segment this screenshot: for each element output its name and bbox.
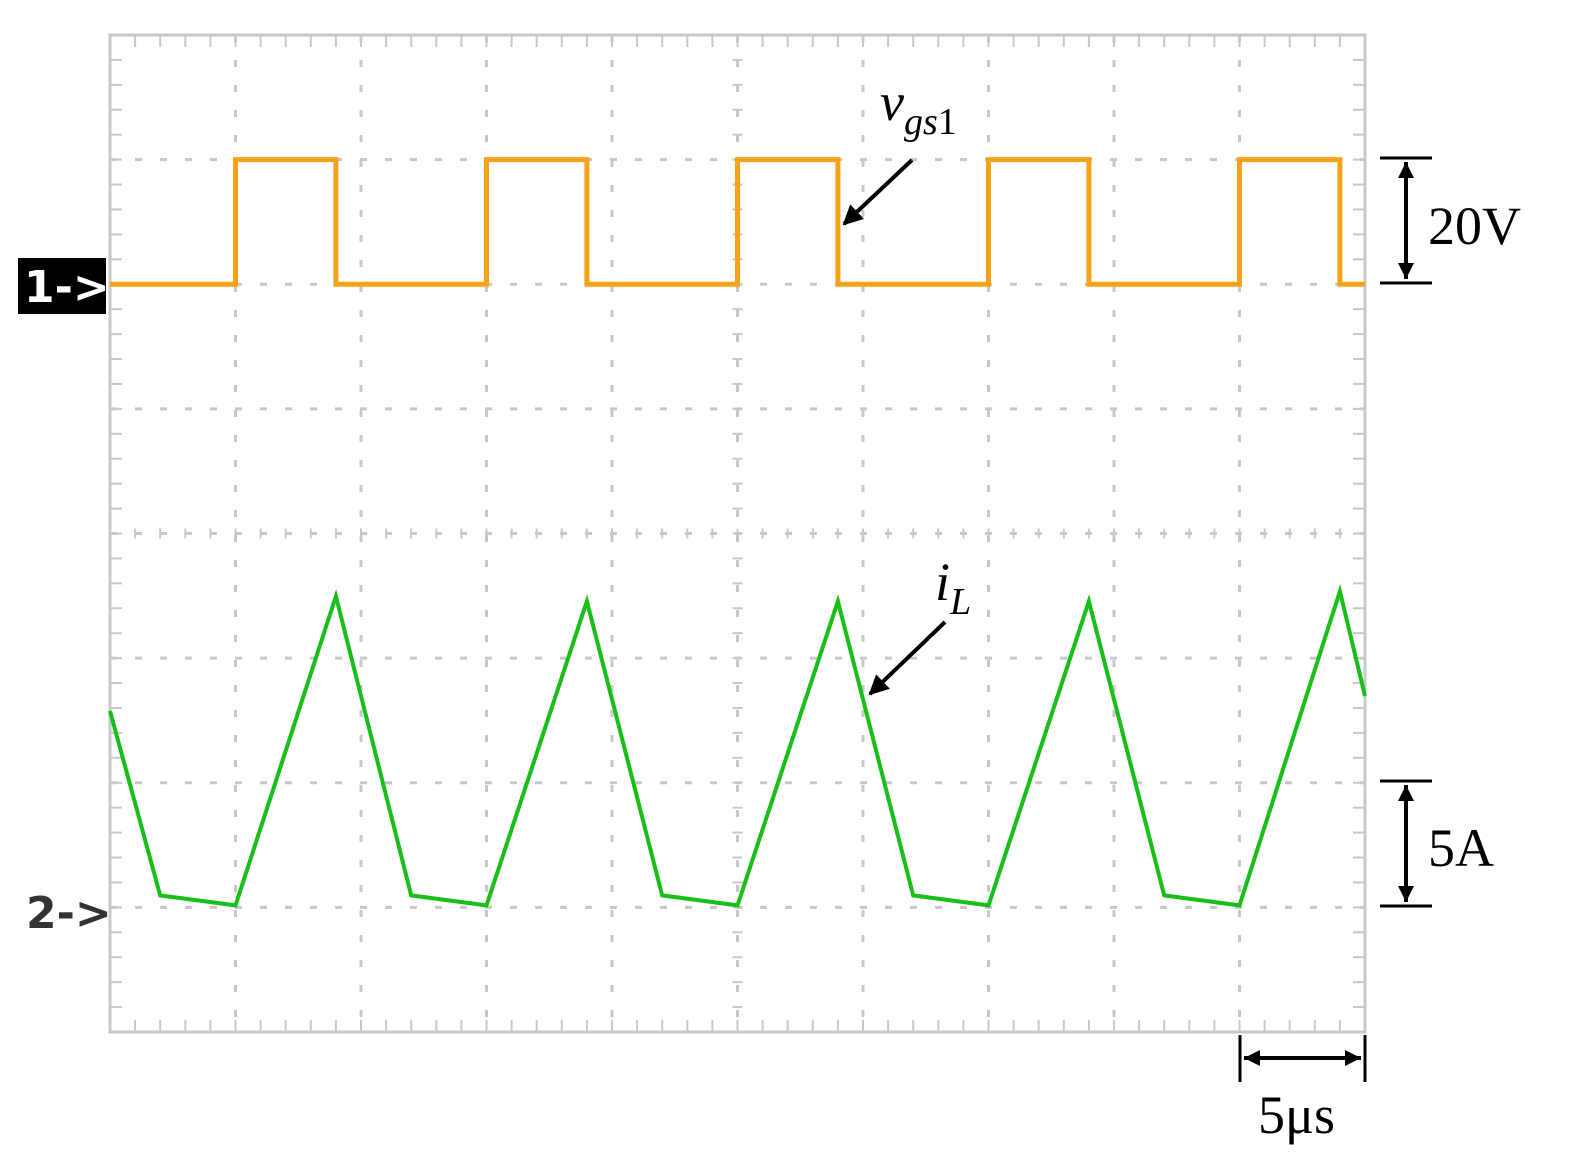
vgs1-label-main: v bbox=[880, 72, 904, 132]
svg-text:vgs1: vgs1 bbox=[880, 72, 957, 143]
time-scale-label: 5μs bbox=[1258, 1085, 1335, 1145]
il-waveform bbox=[108, 583, 1367, 908]
ch2-scale-label: 5A bbox=[1428, 818, 1494, 878]
ch1-marker-label: 1-> bbox=[24, 262, 110, 313]
vgs1-waveform bbox=[110, 157, 1365, 287]
ch2-scale-indicator: 5A bbox=[1380, 779, 1494, 908]
ch1-scale-label: 20V bbox=[1428, 196, 1521, 256]
time-scale-indicator: 5μs bbox=[1238, 1035, 1367, 1145]
vgs1-annotation: vgs1 bbox=[842, 72, 957, 226]
il-annotation: iL bbox=[868, 552, 971, 696]
ch2-marker: 2-> bbox=[26, 888, 112, 939]
il-label-sub: L bbox=[949, 581, 971, 623]
ch1-marker: 1-> bbox=[18, 258, 110, 314]
il-label-main: i bbox=[935, 552, 950, 612]
ch2-marker-label: 2-> bbox=[26, 888, 112, 939]
screen-frame bbox=[108, 33, 1367, 1034]
svg-text:iL: iL bbox=[935, 552, 971, 623]
vgs1-label-subnum: 1 bbox=[938, 101, 957, 143]
vgs1-pointer-arrow bbox=[842, 158, 914, 226]
il-pointer-arrow bbox=[868, 620, 947, 696]
vgs1-label-sub: gs bbox=[904, 101, 938, 143]
ch1-scale-indicator: 20V bbox=[1380, 156, 1521, 285]
